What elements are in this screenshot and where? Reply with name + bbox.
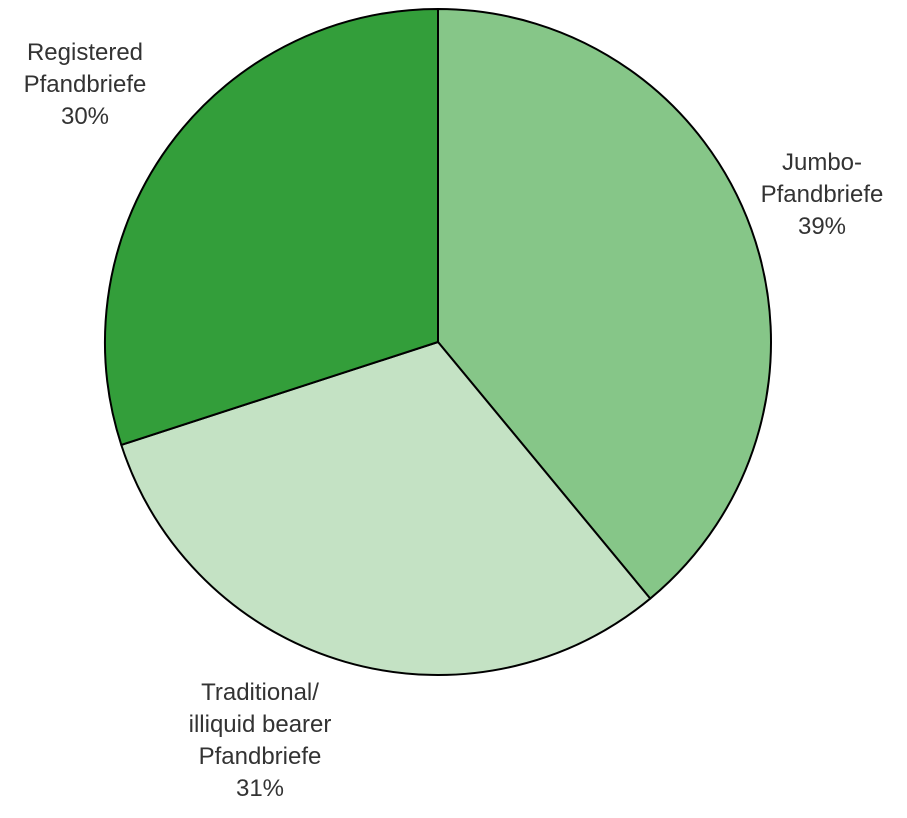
- pie-label-value: 30%: [61, 103, 109, 130]
- pie-label-line: Pfandbriefe: [761, 181, 884, 208]
- pie-labels: Jumbo- Pfandbriefe 39% Traditional/illiquid…: [24, 39, 884, 802]
- pie-label-line: Jumbo-: [782, 149, 862, 176]
- pie-label-registered-pfandbriefe: Registered Pfandbriefe 30%: [24, 39, 147, 130]
- pie-label-line: illiquid bearer: [189, 711, 332, 738]
- pie-label-jumbo-pfandbriefe: Jumbo- Pfandbriefe 39%: [761, 149, 884, 240]
- pie-label-line: Registered: [27, 39, 143, 66]
- pie-slices: [104, 8, 772, 676]
- pie-label-traditional-illiquid-bearer-pfandbriefe: Traditional/illiquid bearer Pfandbriefe 31…: [189, 679, 332, 802]
- pie-label-value: 39%: [798, 213, 846, 240]
- pie-label-line: Pfandbriefe: [24, 71, 147, 98]
- pie-label-line: Pfandbriefe: [199, 743, 322, 770]
- pie-label-line: Traditional/: [201, 679, 319, 706]
- pie-slice-jumbo-pfandbriefe: [437, 8, 772, 600]
- pie-label-value: 31%: [236, 775, 284, 802]
- pie-slice-registered-pfandbriefe: [104, 8, 439, 446]
- pie-slice-traditional-illiquid-bearer-pfandbriefe: [120, 341, 652, 676]
